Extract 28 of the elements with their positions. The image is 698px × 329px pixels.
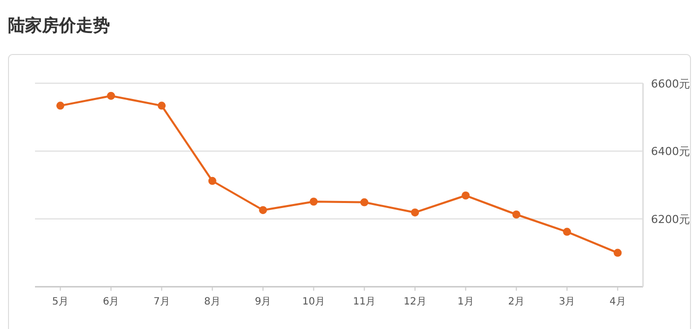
x-tick-label: 12月 (404, 296, 426, 308)
x-tick-label: 6月 (102, 296, 120, 308)
point (614, 248, 622, 257)
point (158, 102, 166, 110)
x-tick-label: 7月 (153, 296, 170, 308)
chart-title: 陆家房价走势 (8, 16, 110, 36)
point (310, 198, 318, 206)
point (462, 192, 470, 200)
point (107, 92, 115, 100)
x-tick-label: 8月 (204, 296, 221, 308)
x-tick-label: 1月 (457, 296, 474, 308)
y-tick-label: 6200元 (651, 212, 690, 226)
x-tick-label: 11月 (352, 296, 376, 308)
point (56, 102, 64, 110)
point (512, 210, 520, 218)
point (208, 176, 216, 185)
x-tick-label: 9月 (254, 296, 272, 308)
point (411, 208, 419, 216)
point (360, 198, 368, 206)
x-tick-label: 5月 (52, 296, 69, 308)
x-tick-label: 2月 (508, 296, 525, 308)
x-tick-label: 3月 (558, 296, 576, 308)
x-tick-label: 4月 (609, 296, 626, 308)
x-tick-label: 10月 (302, 296, 326, 308)
y-tick-label: 6400元 (651, 145, 690, 158)
y-tick-label: 6600元 (651, 77, 690, 90)
point (563, 228, 571, 236)
point (259, 206, 267, 214)
